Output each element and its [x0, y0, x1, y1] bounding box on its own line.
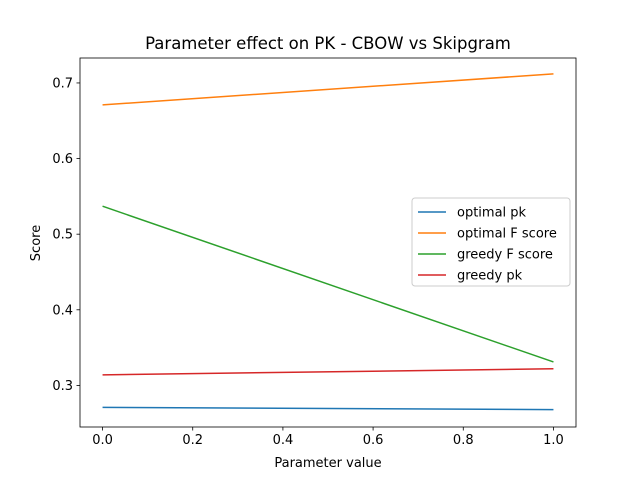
- series-line-0: [102, 406, 554, 411]
- series-line-2: [102, 205, 554, 363]
- series-line-3: [102, 368, 554, 376]
- x-tick-label: 0.6: [363, 433, 384, 448]
- y-tick-label: 0.4: [52, 303, 73, 318]
- legend-label: greedy F score: [457, 248, 553, 263]
- y-tick-label: 0.3: [52, 379, 73, 394]
- legend-label: greedy pk: [457, 269, 523, 284]
- x-axis: 0.0 0.2 0.4 0.6 0.8 1.0: [92, 427, 564, 448]
- x-tick-label: 0.0: [92, 433, 113, 448]
- x-axis-label: Parameter value: [274, 456, 381, 471]
- x-tick-label: 0.4: [273, 433, 294, 448]
- x-tick-label: 0.8: [453, 433, 474, 448]
- series-line-1: [102, 73, 554, 106]
- legend-label: optimal pk: [457, 206, 527, 221]
- y-axis-label: Score: [29, 225, 44, 261]
- y-axis: 0.3 0.4 0.5 0.6 0.7: [52, 76, 80, 394]
- x-tick-label: 0.2: [182, 433, 203, 448]
- legend-label: optimal F score: [457, 227, 557, 242]
- y-tick-label: 0.6: [52, 152, 73, 167]
- x-tick-label: 1.0: [543, 433, 564, 448]
- axes-frame: [79, 57, 577, 428]
- legend: optimal pk optimal F score greedy F score g…: [411, 197, 571, 287]
- y-tick-label: 0.5: [52, 228, 73, 243]
- legend-box: [411, 197, 571, 287]
- plot-area: [79, 57, 577, 428]
- chart-title: Parameter effect on PK - CBOW vs Skipgra…: [145, 34, 511, 53]
- y-tick-label: 0.7: [52, 76, 73, 91]
